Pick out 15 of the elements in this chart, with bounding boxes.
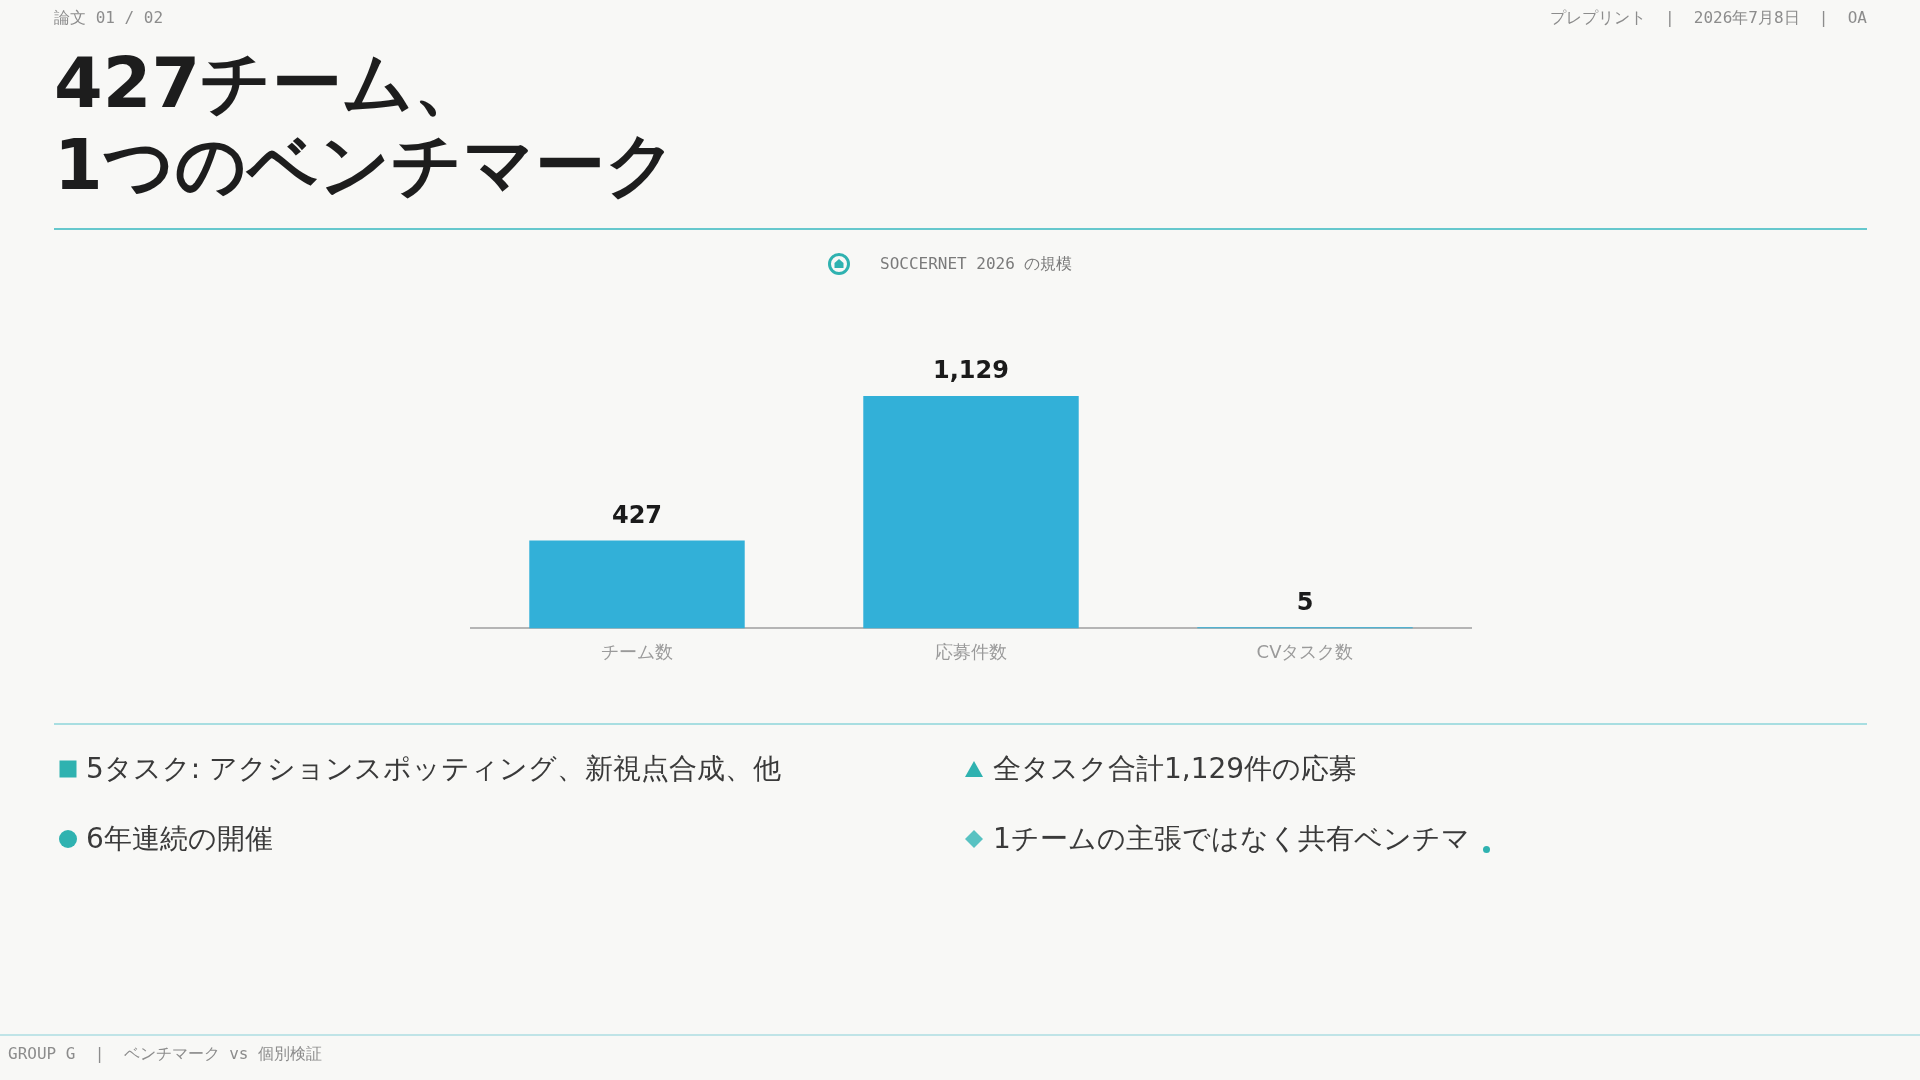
chart-title: 427チーム、 1つのベンチマーク — [54, 42, 677, 206]
data-label: 1,129 — [933, 356, 1009, 385]
x-tick-label: 応募件数 — [935, 640, 1007, 662]
text: 1チームの主張ではなく共有ベンチマ — [993, 822, 1470, 856]
text: GROUP G | ベンチマーク vs 個別検証 — [8, 1044, 323, 1064]
x-tick-label: CVタスク数 — [1256, 640, 1354, 662]
text: 論文 01 / 02 — [54, 8, 164, 28]
data-label: 5 — [1296, 587, 1314, 616]
chart-subtitle: SOCCERNET 2026 の規模 — [880, 253, 1073, 275]
text: 6年連続の開催 — [86, 822, 273, 856]
x-tick-label: チーム数 — [601, 640, 673, 662]
text: プレプリント | 2026年7月8日 | OA — [1549, 8, 1867, 28]
text: 全タスク合計1,129件の応募 — [993, 752, 1358, 786]
text: 5タスク: アクションスポッティング、新視点合成、他 — [86, 752, 782, 786]
data-label: 427 — [611, 500, 663, 529]
